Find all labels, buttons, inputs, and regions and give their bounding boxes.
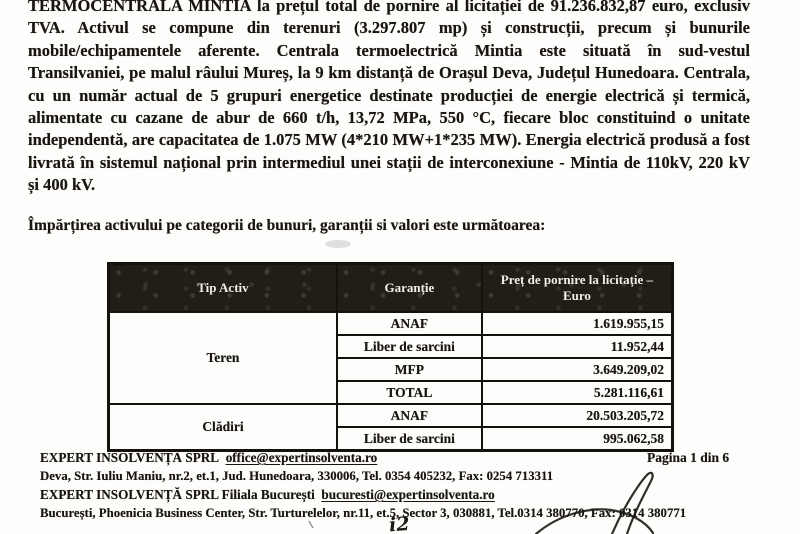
paragraph-line: mobile/echipamentele aferente. Centrala … — [28, 40, 750, 60]
signature-slash — [610, 471, 654, 534]
cell-garantie: TOTAL — [335, 380, 483, 405]
paragraph-line: TVA. Activul se compune din terenuri (3.… — [28, 18, 750, 38]
cell-garantie: ANAF — [335, 403, 483, 428]
ink-speck — [308, 520, 314, 529]
page-indicator: Pagina 1 din 6 — [647, 450, 730, 465]
table-header-row: Tip Activ Garanție Preț de pornire la li… — [107, 262, 674, 313]
cell-value: 995.062,58 — [480, 426, 674, 452]
cell-value: 20.503.205,72 — [480, 403, 674, 428]
footer-address-deva: Deva, Str. Iuliu Maniu, nr.2, et.1, Jud.… — [40, 469, 554, 483]
cell-value: 1.619.955,15 — [480, 311, 674, 336]
table-row: TOTAL 5.281.116,61 — [109, 380, 674, 405]
header-tip-activ: Tip Activ — [107, 262, 338, 313]
section-heading: Împărțirea activului pe categorii de bun… — [28, 217, 546, 234]
table-row: Clădiri ANAF 20.503.205,72 — [107, 403, 674, 452]
paragraph-line: Transilvaniei, pe malul râului Mureș, la… — [28, 63, 750, 83]
footer-email-office[interactable]: office@expertinsolventa.ro — [225, 450, 378, 465]
table-row: Teren ANAF 1.619.955,15 — [107, 311, 674, 405]
cell-value: 5.281.116,61 — [480, 380, 674, 405]
main-paragraph: TERMOCENTRALA MINTIA la prețul total de … — [28, 0, 750, 197]
table-row: MFP 3.649.209,02 — [109, 357, 674, 382]
table-row: Liber de sarcini 995.062,58 — [109, 426, 674, 452]
paragraph-line: alimentate cu cazane de abur de 660 t/h,… — [28, 108, 750, 128]
paragraph-line: cu un număr actual de 5 grupuri energeti… — [28, 85, 750, 105]
footer-org-name: EXPERT INSOLVENȚĂ SPRL Filiala București — [40, 487, 315, 502]
paragraph-line: livrată în sistemul național prin interm… — [28, 152, 750, 172]
paragraph-line: și 400 kV. — [28, 175, 96, 195]
header-pret-pornire: Preț de pornire la licitație – Euro — [480, 262, 674, 313]
footer-org-name: EXPERT INSOLVENȚĂ SPRL — [40, 450, 220, 465]
footer-org-bucuresti: EXPERT INSOLVENȚĂ SPRL Filiala București… — [40, 487, 495, 503]
cell-garantie: ANAF — [335, 311, 483, 336]
footer-email-bucuresti[interactable]: bucuresti@expertinsolventa.ro — [321, 487, 495, 502]
header-pret-line2: Euro — [562, 288, 591, 303]
footer-org-deva: EXPERT INSOLVENȚĂ SPRL office@expertinso… — [40, 450, 377, 466]
cell-value: 3.649.209,02 — [480, 357, 674, 382]
cell-garantie: MFP — [335, 357, 483, 382]
table-row: Liber de sarcini 11.952,44 — [109, 334, 674, 359]
header-garantie: Garanție — [335, 262, 483, 313]
header-pret-line1: Preț de pornire la licitație – — [500, 271, 654, 287]
cell-garantie: Liber de sarcini — [335, 426, 483, 452]
paragraph-line: TERMOCENTRALA MINTIA la prețul total de … — [28, 0, 750, 15]
cell-tip-teren: Teren — [107, 311, 338, 405]
asset-breakdown-table: Tip Activ Garanție Preț de pornire la li… — [107, 262, 674, 452]
cell-tip-cladiri: Clădiri — [107, 403, 338, 452]
cell-garantie: Liber de sarcini — [335, 334, 483, 359]
paragraph-line: independentă, are capacitatea de 1.075 M… — [28, 130, 750, 150]
cell-value: 11.952,44 — [480, 334, 674, 359]
scan-smudge — [325, 240, 351, 248]
footer-address-bucuresti: București, Phoenicia Business Center, St… — [40, 506, 687, 520]
